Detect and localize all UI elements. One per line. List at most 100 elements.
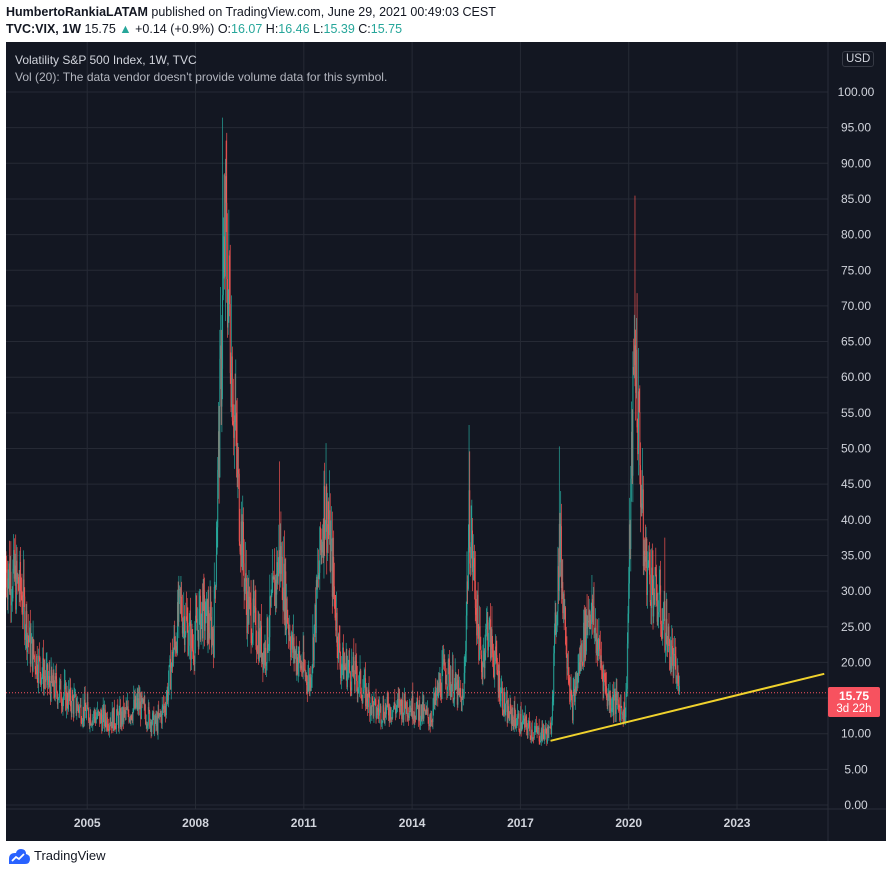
currency-button[interactable]: USD (842, 51, 875, 67)
candle-body (271, 592, 273, 596)
candle-body (438, 682, 439, 698)
candle-body (417, 705, 419, 721)
candle-body (290, 647, 292, 658)
candle-body (556, 611, 558, 626)
author-link[interactable]: HumbertoRankiaLATAM (6, 5, 148, 19)
candle-body (229, 255, 230, 305)
candle-body (540, 729, 542, 741)
candle-body (286, 598, 287, 631)
candle-body (432, 708, 434, 723)
candle-body (280, 546, 282, 574)
candle-body (514, 707, 516, 719)
candle-body (383, 705, 385, 719)
candle-body (375, 699, 377, 718)
candle-body (491, 629, 493, 649)
candle-body (506, 700, 508, 723)
candle-body (515, 718, 517, 729)
trendline[interactable] (550, 672, 825, 742)
candle-body (11, 601, 13, 606)
candle-body (27, 634, 28, 653)
candle-body (455, 674, 457, 689)
candle-body (545, 727, 547, 734)
candle-body (330, 541, 332, 571)
candle-body (358, 674, 360, 688)
candle-body (216, 527, 218, 555)
candle-body (458, 688, 460, 690)
candle-body (508, 717, 510, 721)
candle-body (115, 717, 117, 730)
candle-body (148, 707, 150, 712)
candle-body (124, 710, 126, 711)
candle-body (669, 639, 671, 670)
candle-body (477, 594, 479, 629)
candle-body (81, 723, 83, 724)
candle-body (593, 606, 595, 633)
candle-body (199, 595, 201, 609)
candle-body (77, 703, 79, 709)
candle-body (367, 689, 369, 708)
candle-body (304, 668, 305, 670)
candle-body (15, 565, 17, 610)
chart-panel[interactable]: 0.005.0010.0015.0020.0025.0030.0035.0040… (6, 42, 886, 841)
candle-body (363, 690, 364, 694)
candle-body (147, 725, 149, 728)
price-tick-label: 25.00 (841, 620, 871, 634)
candle-body (250, 602, 252, 643)
candle-body (113, 707, 115, 731)
candle-body (393, 702, 395, 709)
candle-body (564, 607, 566, 619)
candle-body (656, 574, 657, 601)
candle-body (48, 676, 50, 683)
time-tick-label: 2011 (291, 816, 317, 830)
candle-body (122, 706, 124, 722)
candle-body (215, 586, 217, 588)
candle-body (374, 699, 376, 701)
candle-body (349, 672, 351, 688)
candle-body (666, 618, 668, 644)
candle-body (208, 632, 210, 639)
candle-body (307, 681, 309, 693)
candle-body (615, 691, 617, 714)
candle-body (40, 673, 42, 686)
candle-body (30, 643, 32, 664)
candle-body (412, 696, 414, 720)
candle-body (238, 473, 240, 542)
candle-body (70, 706, 72, 713)
candle-body (311, 666, 313, 678)
candle-body (104, 709, 106, 726)
candle-body (510, 704, 512, 710)
price-tick-label: 45.00 (841, 477, 871, 491)
candle-body (9, 571, 11, 592)
time-axis-labels: 2005 2008 2011 2014 2017 2020 2023 (74, 816, 751, 830)
candle-body (433, 697, 435, 705)
candle-body (603, 673, 605, 677)
candle-body (123, 710, 125, 722)
candle-body (172, 653, 174, 667)
candle-body (549, 726, 551, 728)
candle-body (99, 713, 101, 724)
candle-body (119, 708, 121, 714)
candle-body (581, 643, 583, 665)
candle-body (415, 718, 417, 720)
candle-body (480, 646, 482, 656)
candle-body (601, 670, 603, 674)
chart-canvas[interactable]: 0.005.0010.0015.0020.0025.0030.0035.0040… (6, 42, 886, 841)
candle-body (473, 557, 475, 567)
candle-body (397, 698, 399, 701)
candle-body (272, 576, 274, 580)
candle-body (127, 706, 129, 715)
candle-body (342, 647, 344, 666)
candle-body (154, 715, 156, 723)
candle-body (481, 672, 483, 678)
candle-body (531, 729, 533, 739)
candle-body (678, 683, 680, 692)
candle-body (63, 696, 65, 701)
candle-body (575, 686, 577, 693)
candle-body (75, 694, 77, 714)
candle-body (518, 713, 520, 731)
candle-body (379, 706, 381, 709)
candle-body (674, 654, 675, 656)
price-tick-label: 80.00 (841, 228, 871, 242)
candle-body (501, 687, 503, 690)
candle-body (631, 431, 632, 479)
